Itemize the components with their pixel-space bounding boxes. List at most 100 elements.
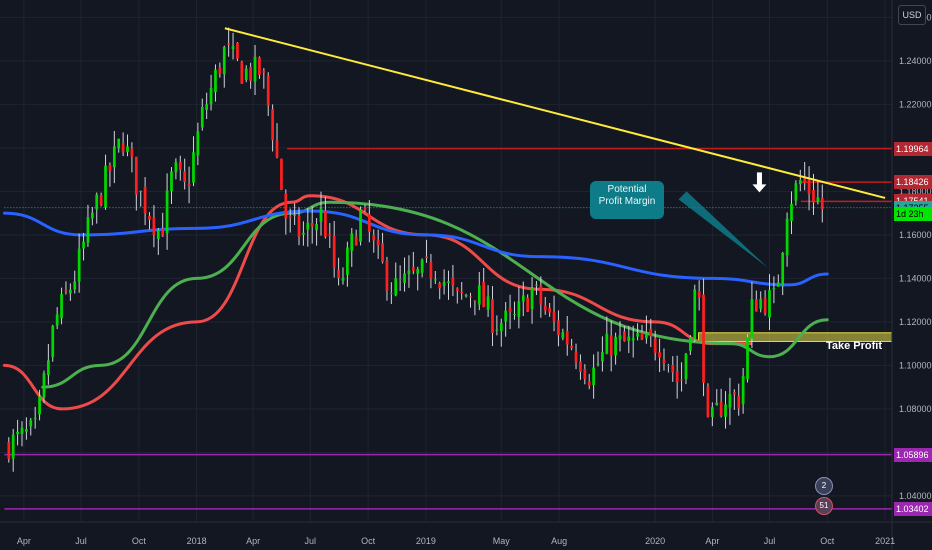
candle-bearish <box>667 365 670 367</box>
candle-bullish <box>16 431 19 435</box>
price-tick-label: 1.08000 <box>899 404 932 414</box>
candle-bearish <box>262 70 266 73</box>
candle-bullish <box>728 394 732 408</box>
chart-grid <box>0 0 892 522</box>
candle-bearish <box>469 296 472 298</box>
candle-bullish <box>486 296 490 310</box>
candle-bearish <box>543 305 547 311</box>
candle-bearish <box>425 256 428 259</box>
candle-bearish <box>148 215 151 220</box>
time-tick-label: May <box>493 536 511 546</box>
candle-bearish <box>275 140 279 158</box>
descending-trendline <box>224 27 886 199</box>
candle-bullish <box>86 217 90 243</box>
candle-bullish <box>55 314 59 326</box>
time-axis: Apr Jul Oct 2018 Apr Jul Oct 2019 May Aug 2020 Apr J… <box>0 521 932 546</box>
candle-bullish <box>77 248 81 282</box>
time-tick-label: Jul <box>75 536 87 546</box>
candle-bullish <box>627 336 631 342</box>
candle-bearish <box>121 143 125 153</box>
candle-bearish <box>429 262 433 279</box>
candle-bullish <box>618 335 622 340</box>
candle-bearish <box>178 161 182 170</box>
candle-bearish <box>372 235 376 241</box>
candle-bearish <box>583 368 587 379</box>
candle-bullish <box>315 224 318 231</box>
candle-bearish <box>574 351 578 363</box>
candle-bearish <box>706 386 710 417</box>
candle-bearish <box>702 294 705 383</box>
candle-bearish <box>411 266 415 271</box>
candle-bullish <box>126 146 129 153</box>
time-tick-label: 2019 <box>416 536 436 546</box>
candle-bullish <box>416 268 420 274</box>
candle-bullish <box>11 434 15 459</box>
time-tick-label: Oct <box>361 536 376 546</box>
candle-bearish <box>732 392 736 395</box>
price-label: 1.19964 <box>894 141 932 156</box>
candle-bearish <box>579 361 582 372</box>
event-count: 2 <box>821 481 827 490</box>
economic-event-badge[interactable]: 2 <box>815 477 833 495</box>
candle-bullish <box>499 323 503 332</box>
time-tick-label: Apr <box>17 536 31 546</box>
candle-bullish <box>403 273 406 283</box>
candle-bearish <box>697 291 701 298</box>
candle-bearish <box>662 359 666 364</box>
candle-bullish <box>209 88 213 105</box>
candle-bearish <box>7 442 11 459</box>
candle-bullish <box>592 367 595 386</box>
candle-bullish <box>596 363 600 365</box>
candle-bearish <box>482 281 486 307</box>
economic-event-badge[interactable]: 51 <box>815 497 833 515</box>
candle-bearish <box>227 43 231 45</box>
candle-bearish <box>108 164 112 171</box>
candle-bullish <box>38 396 41 415</box>
annotations <box>678 172 768 268</box>
candle-bullish <box>346 247 349 275</box>
price-tick-label: 1.24000 <box>899 56 932 66</box>
time-tick-label: Apr <box>705 536 719 546</box>
candle-bullish <box>359 209 362 242</box>
candle-bullish <box>794 183 798 201</box>
price-tick-label: 1.14000 <box>899 273 932 283</box>
candle-bearish <box>653 338 657 353</box>
candle-bearish <box>337 269 340 278</box>
price-label: 1d 23h <box>894 206 932 221</box>
price-tick-label: 1.22000 <box>899 99 932 109</box>
candle-bullish <box>192 152 195 183</box>
candle-bearish <box>332 236 336 268</box>
candle-bearish <box>737 395 741 409</box>
candle-bearish <box>658 352 661 358</box>
candle-bullish <box>29 420 33 427</box>
candle-bearish <box>438 283 442 289</box>
candle-bullish <box>693 289 697 340</box>
candle-bearish <box>763 297 767 314</box>
candle-bearish <box>640 332 644 340</box>
candle-bearish <box>719 401 723 417</box>
candle-bullish <box>222 46 226 75</box>
candle-bearish <box>754 299 758 312</box>
candle-bullish <box>798 180 802 185</box>
candle-bearish <box>328 234 332 236</box>
candle-bullish <box>205 104 209 110</box>
candle-bearish <box>526 297 530 312</box>
currency-selector[interactable]: USD <box>898 5 926 25</box>
moving-average-green <box>41 200 829 389</box>
candle-bearish <box>609 335 613 356</box>
candle-bearish <box>152 217 156 235</box>
candles <box>7 27 824 472</box>
price-tick-label: 1.04000 <box>899 491 932 501</box>
candle-bearish <box>249 67 253 81</box>
candle-bullish <box>139 190 143 192</box>
price-tick-label: 1.10000 <box>899 360 932 370</box>
callout-line-1: Potential <box>607 184 647 195</box>
price-tick-label: 1.16000 <box>899 230 932 240</box>
time-tick-label: Aug <box>551 536 567 546</box>
time-tick-label: Oct <box>820 536 835 546</box>
time-tick-label: 2020 <box>645 536 665 546</box>
candle-bullish <box>688 337 692 351</box>
candle-bullish <box>785 218 789 256</box>
candle-bearish <box>398 279 402 281</box>
